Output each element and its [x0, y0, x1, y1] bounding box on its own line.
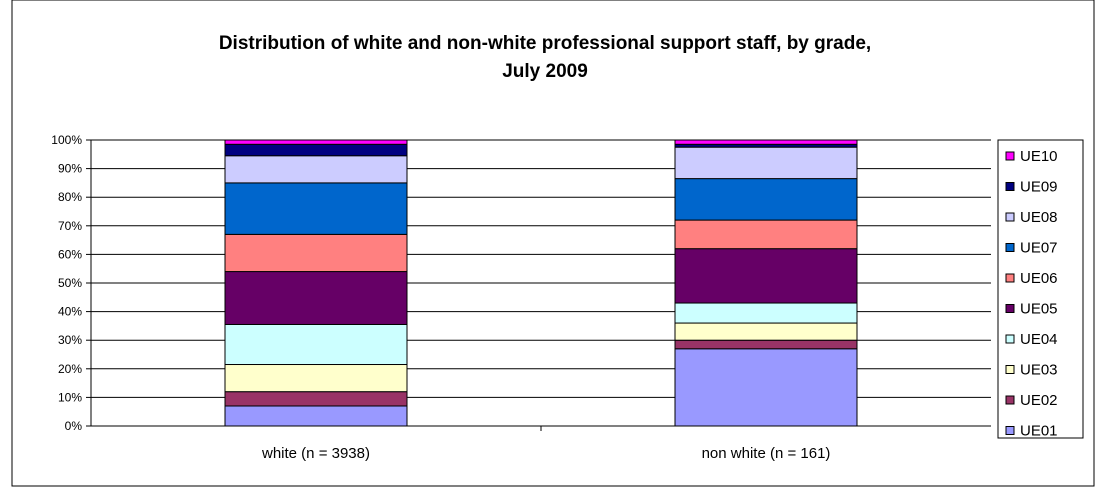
y-tick-labels: 0% 10% 20% 30% 40% 50% 60% 70% 80% 90% 100%: [51, 133, 82, 433]
bar-segment-ue03: [674, 322, 858, 341]
y-tick-label: 80%: [58, 190, 82, 204]
legend-swatch: [1005, 212, 1015, 222]
x-category-label: non white (n = 161): [702, 445, 831, 462]
bar-segment-ue08: [674, 146, 858, 180]
chart-title: Distribution of white and non-white prof…: [90, 30, 1000, 86]
y-tick-label: 0%: [65, 419, 83, 433]
bar-segment-ue05: [224, 271, 408, 325]
bar-segment-ue05: [674, 248, 858, 304]
legend-label: UE05: [1020, 301, 1058, 318]
bar-segment-ue08: [224, 155, 408, 184]
legend-label: UE10: [1020, 148, 1058, 165]
bar-segment-ue03: [224, 364, 408, 393]
bar-segment-ue10: [224, 139, 408, 145]
y-tick-label: 50%: [58, 276, 82, 290]
legend-swatch: [1005, 273, 1015, 283]
bar-segment-ue04: [224, 323, 408, 366]
bar-segment-ue01: [674, 348, 858, 427]
y-tick-label: 60%: [58, 247, 82, 261]
legend-swatch: [1005, 334, 1015, 344]
x-category-label: white (n = 3938): [261, 445, 370, 462]
legend-swatch: [1005, 304, 1015, 313]
legend-swatch: [1005, 151, 1015, 161]
chart-area-border: [11, 0, 1095, 487]
chart-title-line-1: Distribution of white and non-white prof…: [218, 33, 872, 54]
legend-swatch: [1005, 243, 1015, 252]
axes: [90, 140, 991, 431]
y-tick-label: 30%: [58, 333, 82, 347]
bar-segment-ue07: [674, 178, 858, 221]
bar-segment-ue02: [224, 391, 408, 407]
bar-segment-ue07: [224, 182, 408, 235]
bar-segment-ue09: [224, 143, 408, 157]
legend-swatch: [1005, 182, 1015, 191]
bar-segment-ue02: [674, 339, 858, 350]
y-tick-label: 40%: [58, 305, 82, 319]
legend-label: UE07: [1020, 240, 1058, 257]
legend-swatch: [1005, 395, 1015, 405]
bar-segment-ue06: [224, 233, 408, 273]
legend-label: UE06: [1020, 270, 1058, 287]
y-tick-label: 10%: [58, 390, 82, 404]
legend-label: UE04: [1020, 331, 1058, 348]
bar-segment-ue04: [674, 302, 858, 324]
legend-label: UE09: [1020, 179, 1058, 196]
bar-stacks: [224, 139, 858, 427]
legend-label: UE03: [1020, 362, 1058, 379]
x-category-labels: white (n = 3938) non white (n = 161): [261, 445, 830, 462]
y-tick-label: 100%: [51, 133, 82, 147]
legend-label: UE01: [1020, 423, 1058, 440]
legend: UE10 UE09 UE08 UE07 UE06 UE05 UE04 UE03 UE02 UE01: [997, 139, 1084, 440]
chart-title-line-2: July 2009: [502, 61, 588, 82]
y-tick-label: 90%: [58, 162, 82, 176]
legend-swatch: [1005, 426, 1015, 435]
y-tick-label: 20%: [58, 362, 82, 376]
bar-segment-ue06: [674, 219, 858, 250]
legend-label: UE08: [1020, 209, 1058, 226]
legend-swatch: [1005, 365, 1015, 374]
y-tick-label: 70%: [58, 219, 82, 233]
bar-segment-ue01: [224, 405, 408, 427]
bar-segment-ue10: [674, 139, 858, 145]
legend-label: UE02: [1020, 392, 1058, 409]
